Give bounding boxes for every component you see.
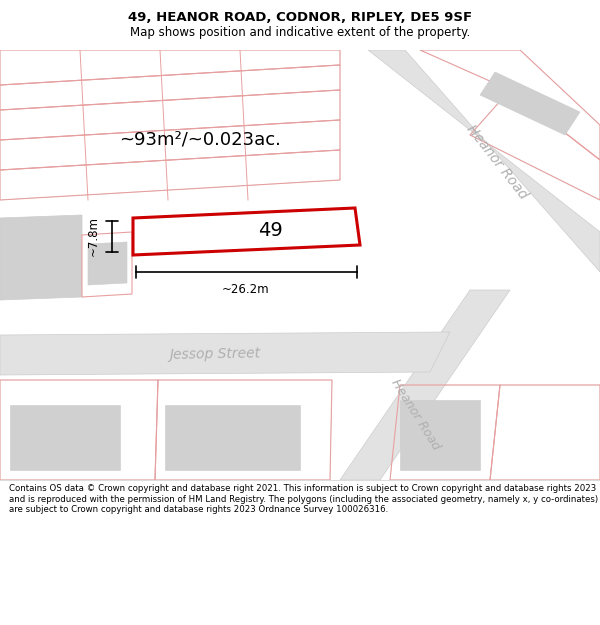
Polygon shape: [133, 208, 360, 255]
Polygon shape: [0, 215, 82, 300]
Text: Heanor Road: Heanor Road: [388, 377, 442, 453]
Text: ~93m²/~0.023ac.: ~93m²/~0.023ac.: [119, 131, 281, 149]
Text: ~7.8m: ~7.8m: [87, 216, 100, 256]
Polygon shape: [0, 150, 340, 200]
Polygon shape: [0, 65, 340, 110]
Text: Map shows position and indicative extent of the property.: Map shows position and indicative extent…: [130, 26, 470, 39]
Polygon shape: [0, 380, 158, 480]
Text: 49: 49: [257, 221, 283, 239]
Polygon shape: [368, 50, 600, 272]
Polygon shape: [0, 50, 340, 85]
Polygon shape: [0, 90, 340, 140]
Text: Contains OS data © Crown copyright and database right 2021. This information is : Contains OS data © Crown copyright and d…: [9, 484, 598, 514]
Polygon shape: [340, 290, 510, 480]
Polygon shape: [0, 332, 450, 375]
Polygon shape: [155, 380, 332, 480]
Polygon shape: [420, 50, 600, 160]
Text: ~26.2m: ~26.2m: [222, 283, 270, 296]
Text: Jessop Street: Jessop Street: [169, 346, 261, 362]
Polygon shape: [470, 90, 600, 200]
Polygon shape: [390, 385, 500, 480]
Polygon shape: [480, 72, 580, 135]
Polygon shape: [400, 400, 480, 470]
Polygon shape: [88, 242, 127, 285]
Text: Heanor Road: Heanor Road: [464, 122, 530, 202]
Polygon shape: [10, 405, 120, 470]
Polygon shape: [82, 232, 132, 297]
Polygon shape: [0, 120, 340, 170]
Text: 49, HEANOR ROAD, CODNOR, RIPLEY, DE5 9SF: 49, HEANOR ROAD, CODNOR, RIPLEY, DE5 9SF: [128, 11, 472, 24]
Polygon shape: [490, 385, 600, 480]
Polygon shape: [165, 405, 300, 470]
